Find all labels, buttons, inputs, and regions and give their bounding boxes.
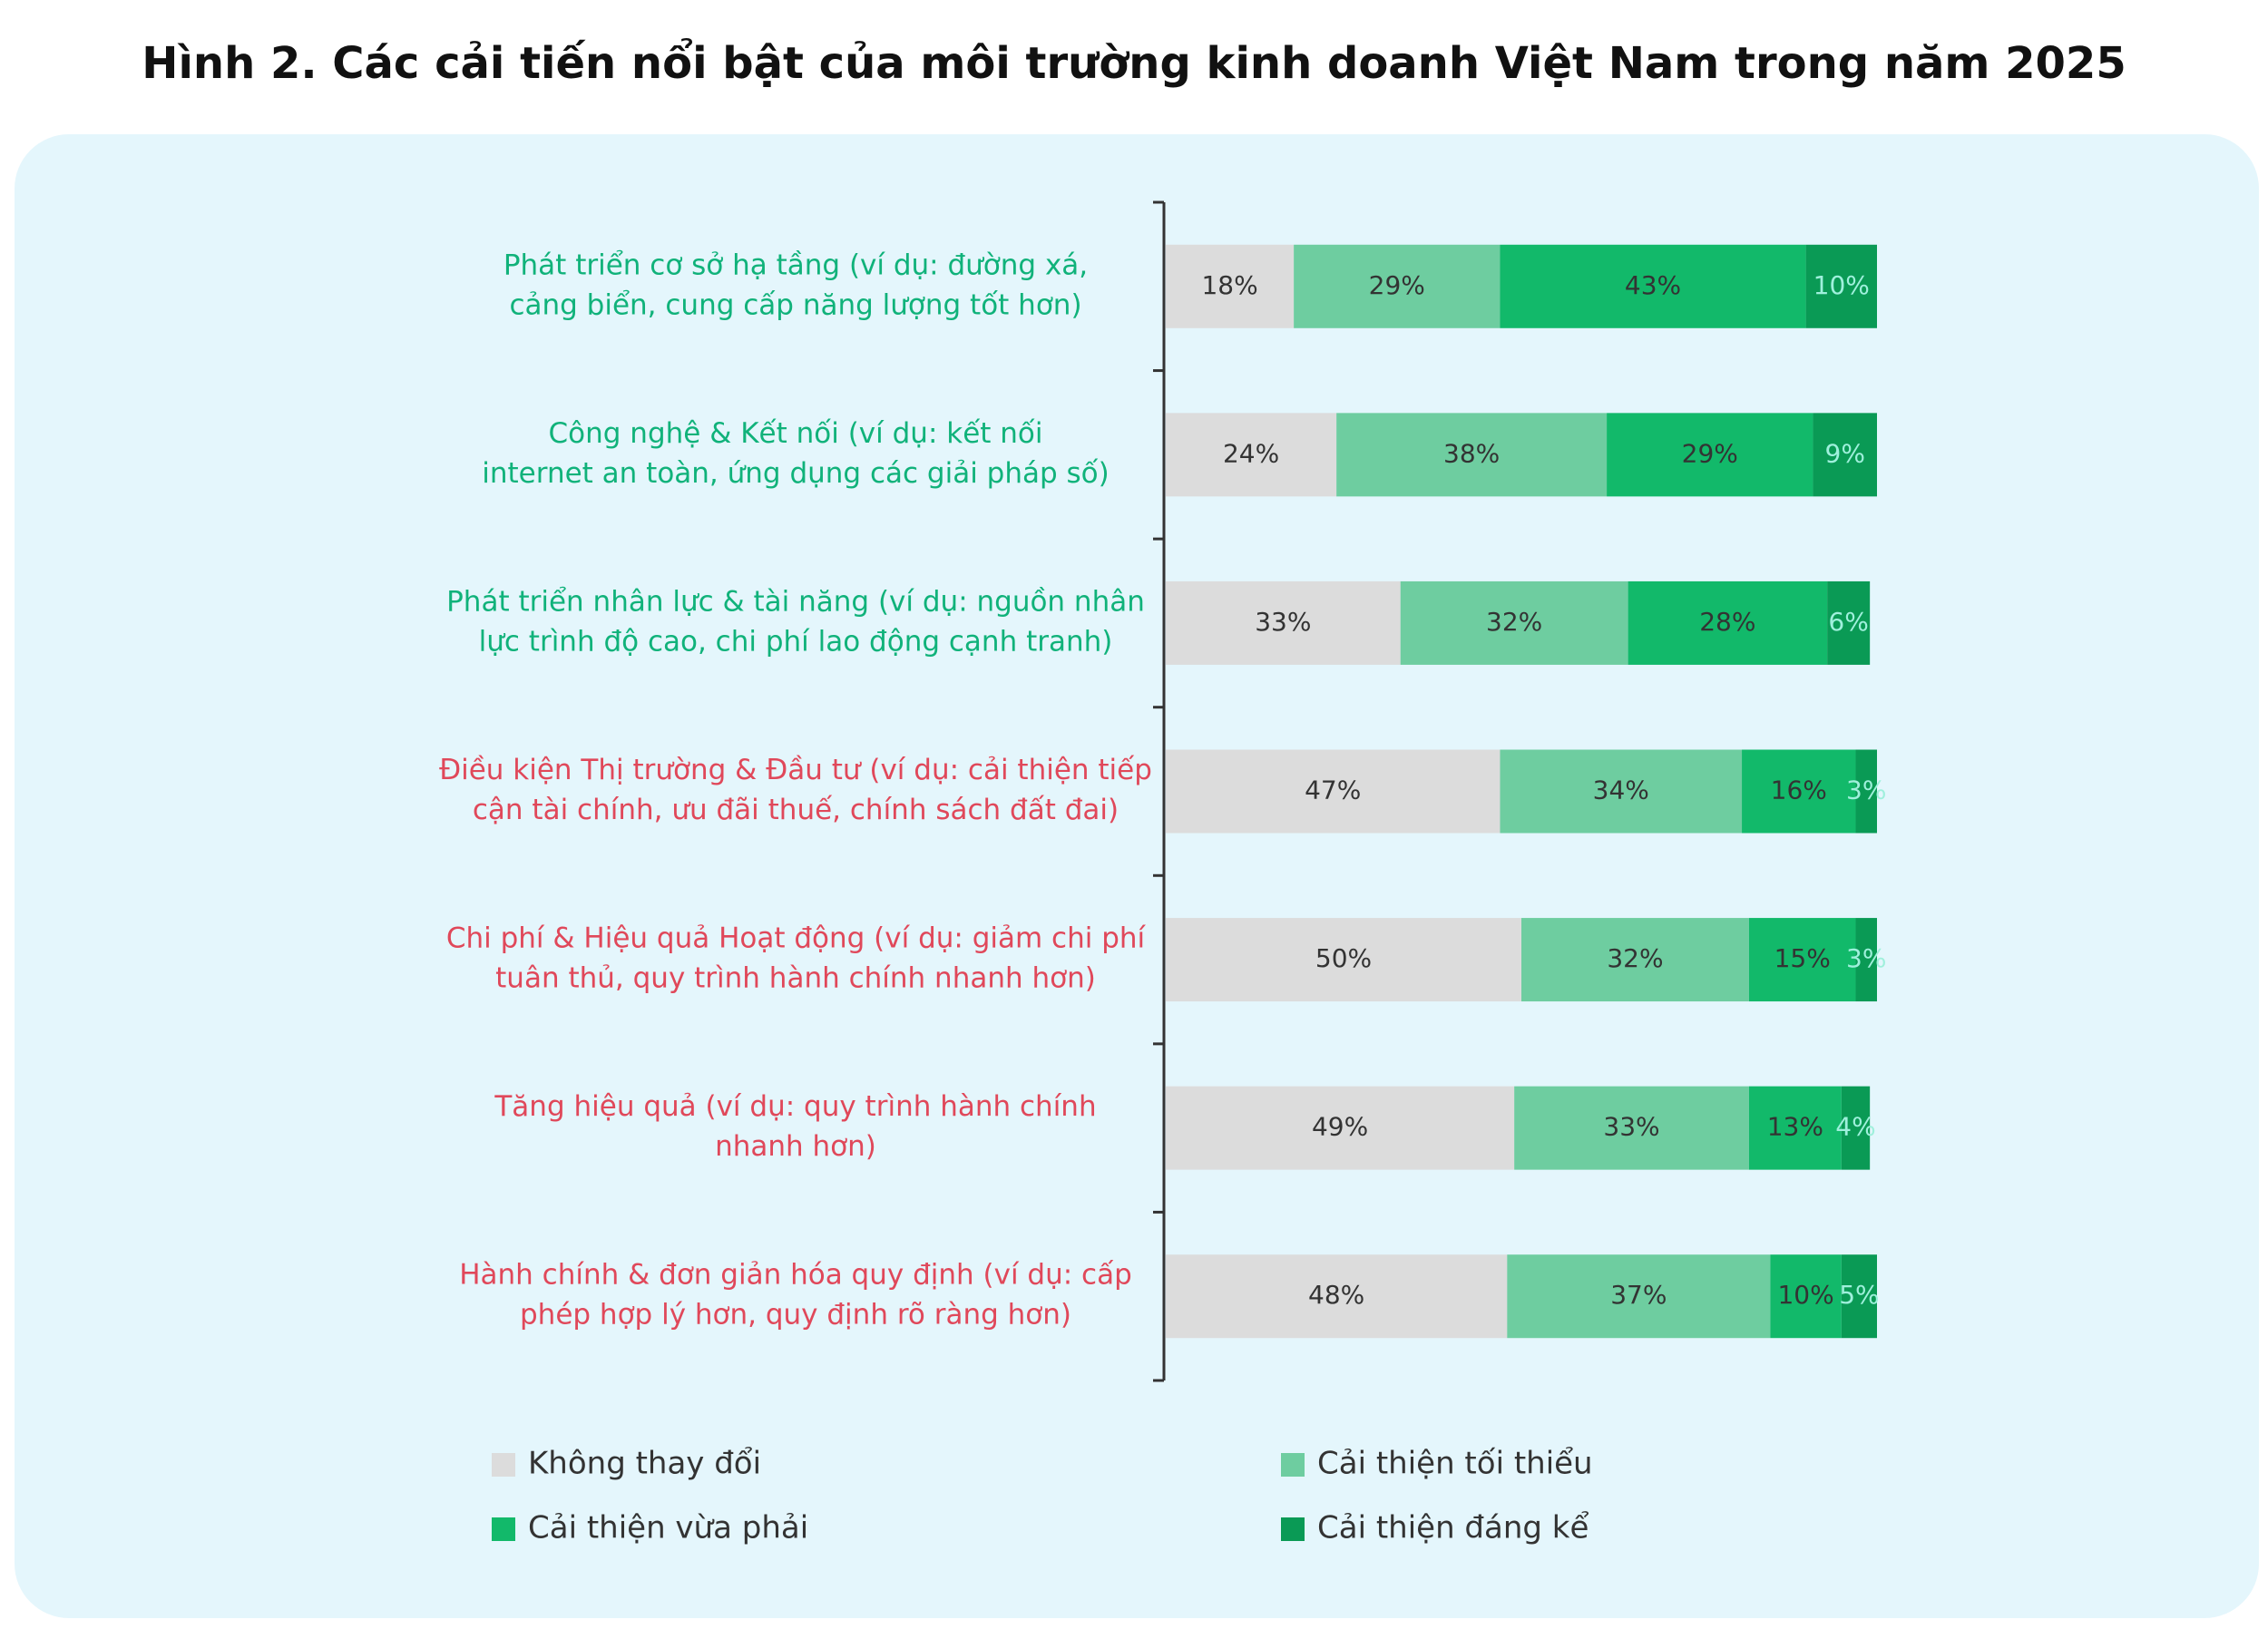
- bar-segment: [1400, 580, 1628, 665]
- value-label: 16%: [1771, 775, 1827, 805]
- bar-segment: [1166, 1086, 1515, 1170]
- value-label: 33%: [1603, 1112, 1659, 1142]
- value-label: 32%: [1486, 607, 1542, 637]
- legend-swatch: [1281, 1453, 1305, 1477]
- category-label: Chi phí & Hiệu quả Hoạt động (ví dụ: giả…: [446, 922, 1147, 955]
- legend-label: Cải thiện đáng kể: [1317, 1510, 1589, 1546]
- legend-label: Cải thiện vừa phải: [528, 1510, 808, 1546]
- legend-swatch: [492, 1453, 515, 1477]
- value-label: 10%: [1813, 270, 1870, 300]
- value-label: 38%: [1443, 438, 1500, 468]
- bar-segment: [1507, 1254, 1771, 1339]
- legend-swatch: [492, 1517, 515, 1541]
- value-label: 10%: [1777, 1280, 1833, 1310]
- value-label: 13%: [1767, 1112, 1823, 1142]
- category-label: lực trình độ cao, chi phí lao động cạnh …: [479, 625, 1113, 658]
- bar-segment: [1628, 580, 1828, 665]
- value-label: 15%: [1774, 943, 1831, 973]
- bar-segment: [1166, 918, 1521, 1002]
- bar-segment: [1770, 1254, 1842, 1339]
- value-label: 29%: [1369, 270, 1425, 300]
- value-label: 24%: [1223, 438, 1279, 468]
- value-label: 49%: [1312, 1112, 1368, 1142]
- legend-label: Không thay đổi: [528, 1446, 761, 1482]
- bar-segment: [1166, 413, 1337, 497]
- bar-segment: [1841, 1254, 1877, 1339]
- bar-segment: [1500, 749, 1743, 834]
- value-label: 29%: [1682, 438, 1738, 468]
- category-label: nhanh hơn): [715, 1130, 876, 1163]
- category-label: cận tài chính, ưu đãi thuế, chính sách đ…: [473, 794, 1119, 826]
- category-label: cảng biển, cung cấp năng lượng tốt hơn): [509, 288, 1081, 321]
- value-label: 50%: [1315, 943, 1372, 973]
- category-label: internet an toàn, ứng dụng các giải pháp…: [482, 457, 1109, 490]
- category-label: tuân thủ, quy trình hành chính nhanh hơn…: [495, 962, 1096, 995]
- bar-segment: [1166, 580, 1401, 665]
- category-label: phép hợp lý hơn, quy định rõ ràng hơn): [520, 1299, 1071, 1331]
- bar-segment: [1336, 413, 1608, 497]
- bar-segment: [1607, 413, 1813, 497]
- value-label: 6%: [1828, 607, 1868, 637]
- legend-swatch: [1281, 1517, 1305, 1541]
- bar-segment: [1166, 1254, 1508, 1339]
- bar-segment: [1521, 918, 1749, 1002]
- category-label: Công nghệ & Kết nối (ví dụ: kết nối: [549, 417, 1043, 450]
- bar-segment: [1166, 749, 1501, 834]
- value-label: 28%: [1699, 607, 1755, 637]
- value-label: 3%: [1846, 775, 1886, 805]
- bar-segment: [1805, 244, 1877, 328]
- category-label: Phát triển nhân lực & tài năng (ví dụ: n…: [446, 585, 1145, 618]
- value-label: 34%: [1593, 775, 1649, 805]
- bar-segment: [1514, 1086, 1749, 1170]
- value-label: 4%: [1835, 1112, 1875, 1142]
- chart-title: Hình 2. Các cải tiến nổi bật của môi trư…: [142, 38, 2126, 89]
- category-label: Tăng hiệu quả (ví dụ: quy trình hành chí…: [494, 1090, 1096, 1123]
- value-label: 32%: [1607, 943, 1663, 973]
- bar-segment: [1855, 749, 1877, 834]
- bar-segment: [1742, 749, 1856, 834]
- bar-segment: [1748, 918, 1856, 1002]
- value-label: 33%: [1255, 607, 1311, 637]
- value-label: 47%: [1305, 775, 1361, 805]
- category-label: Hành chính & đơn giản hóa quy định (ví d…: [459, 1259, 1132, 1292]
- bar-segment: [1841, 1086, 1871, 1170]
- value-label: 18%: [1201, 270, 1257, 300]
- value-label: 9%: [1825, 438, 1865, 468]
- value-label: 3%: [1846, 943, 1886, 973]
- legend-label: Cải thiện tối thiểu: [1317, 1446, 1593, 1482]
- category-label: Phát triển cơ sở hạ tầng (ví dụ: đường x…: [503, 249, 1088, 281]
- bar-segment: [1166, 244, 1295, 328]
- category-label: Điều kiện Thị trường & Đầu tư (ví dụ: cả…: [439, 754, 1152, 786]
- value-label: 37%: [1610, 1280, 1667, 1310]
- panel: [15, 134, 2259, 1618]
- bar-segment: [1855, 918, 1877, 1002]
- value-label: 48%: [1308, 1280, 1364, 1310]
- bar-segment: [1813, 413, 1877, 497]
- bar-segment: [1294, 244, 1501, 328]
- bar-segment: [1827, 580, 1871, 665]
- value-label: 43%: [1625, 270, 1681, 300]
- bar-segment: [1748, 1086, 1842, 1170]
- value-label: 5%: [1839, 1280, 1879, 1310]
- bar-segment: [1500, 244, 1806, 328]
